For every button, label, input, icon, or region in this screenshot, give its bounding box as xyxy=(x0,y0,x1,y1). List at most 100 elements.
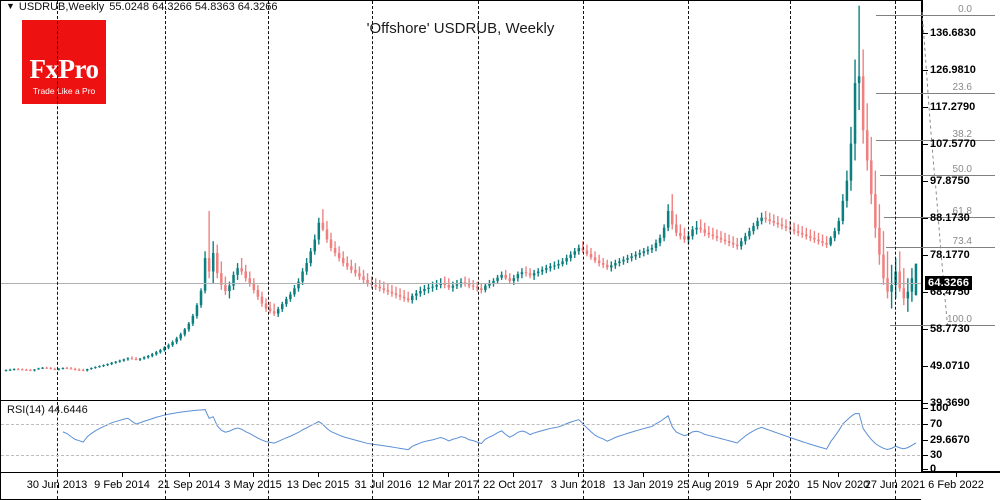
candle-body xyxy=(796,231,800,233)
candle-body xyxy=(670,210,674,225)
candle-body xyxy=(151,354,154,356)
candle-body xyxy=(374,284,377,287)
gridline-r-8 xyxy=(895,402,896,472)
candle-body xyxy=(861,76,865,131)
date-axis-label: 3 Jun 2018 xyxy=(550,479,606,491)
candle-body xyxy=(427,287,430,289)
candle-body xyxy=(902,288,906,299)
price-chart-pane[interactable] xyxy=(0,0,921,401)
triangle-down-icon[interactable]: ▼ xyxy=(6,1,15,11)
fib-label-50.0: 50.0 xyxy=(952,164,972,175)
candle-body xyxy=(480,288,483,291)
date-tick-12 xyxy=(838,473,839,477)
price-tick-3 xyxy=(923,144,928,145)
candle-body xyxy=(130,358,134,360)
candle-body xyxy=(439,283,442,285)
gridline-p-5 xyxy=(583,1,584,400)
candle-body xyxy=(33,369,36,371)
candle-body xyxy=(183,329,187,335)
candle-body xyxy=(500,274,503,278)
candle-body xyxy=(630,256,633,259)
symbol-header[interactable]: ▼ USDRUB,Weekly 55.0248 64.3266 54.8363 64… xyxy=(6,1,278,13)
rsi-tick-0 xyxy=(923,408,928,409)
candle-body xyxy=(626,258,629,260)
fib-line-100.0[interactable] xyxy=(920,325,995,326)
candle-body xyxy=(821,241,824,243)
rsi-indicator-pane[interactable] xyxy=(0,401,921,473)
candle-body xyxy=(463,282,467,284)
candle-body xyxy=(301,271,304,282)
candle-body xyxy=(110,362,113,365)
candle-body xyxy=(90,368,93,370)
candle-body xyxy=(57,368,61,370)
candle-body xyxy=(809,236,812,238)
candle-body xyxy=(561,261,564,265)
candle-body xyxy=(126,358,130,360)
candle-body xyxy=(179,334,182,339)
current-price-level-line xyxy=(1,283,921,284)
gridline-r-0 xyxy=(57,402,58,472)
candle-body xyxy=(695,227,698,230)
candle-body xyxy=(358,273,361,277)
gridline-p-0 xyxy=(57,1,58,400)
candle-body xyxy=(86,369,89,371)
candle-body xyxy=(419,291,422,294)
fib-line-0.0[interactable] xyxy=(920,15,995,16)
candle-body xyxy=(496,277,499,281)
gridline-p-1 xyxy=(165,1,166,400)
candle-body xyxy=(557,264,560,266)
gridline-d-3 xyxy=(372,474,373,499)
rsi-line-series xyxy=(62,409,917,451)
candle-body xyxy=(545,268,548,270)
date-tick-5 xyxy=(383,473,384,477)
fib-line-61.8[interactable] xyxy=(920,217,995,218)
fib-line-ext-100.0 xyxy=(890,325,921,326)
fib-line-ext-38.2 xyxy=(876,140,921,141)
candle-body xyxy=(346,263,349,267)
fib-line-38.2[interactable] xyxy=(920,140,995,141)
gridline-d-7 xyxy=(790,474,791,499)
candle-body xyxy=(260,296,264,304)
candle-body xyxy=(398,295,402,297)
candle-body xyxy=(406,298,410,301)
fib-line-73.4[interactable] xyxy=(920,247,995,248)
date-axis-label: 13 Dec 2015 xyxy=(286,479,350,491)
rsi-tick-2 xyxy=(923,455,928,456)
gridline-p-2 xyxy=(268,1,269,400)
candle-body xyxy=(114,361,117,363)
rsi-band-30 xyxy=(1,455,920,456)
candle-body xyxy=(597,260,601,264)
candle-body xyxy=(829,237,832,245)
gridline-d-8 xyxy=(895,474,896,499)
candle-body xyxy=(573,251,576,255)
candle-body xyxy=(731,242,735,245)
date-tick-7 xyxy=(513,473,514,477)
rsi-label: RSI(14) 44.6446 xyxy=(7,404,88,416)
gridline-d-1 xyxy=(165,474,166,499)
candle-body xyxy=(410,295,414,301)
candle-body xyxy=(865,130,869,161)
candle-body xyxy=(605,264,609,268)
fib-line-23.6[interactable] xyxy=(920,93,995,94)
price-axis: 136.6830 126.9810 117.2790 107.5770 97.8750 8… xyxy=(923,0,1000,446)
candle-body xyxy=(216,253,219,274)
candle-body xyxy=(276,309,280,314)
candle-body xyxy=(524,272,528,274)
gridline-r-4 xyxy=(478,402,479,472)
price-tick-4 xyxy=(923,181,928,182)
candle-body xyxy=(325,229,329,240)
price-axis-label: 88.1730 xyxy=(930,212,970,224)
candle-body xyxy=(581,247,585,251)
gridline-r-7 xyxy=(790,402,791,472)
fib-line-50.0[interactable] xyxy=(920,175,995,176)
candle-body xyxy=(870,160,873,195)
candle-body xyxy=(45,367,48,369)
candle-body xyxy=(634,254,637,257)
candle-body xyxy=(874,194,877,228)
candle-body xyxy=(658,237,662,243)
candle-body xyxy=(492,280,495,284)
fib-line-ext-73.4 xyxy=(886,247,921,248)
date-axis-label: 22 Oct 2017 xyxy=(483,479,543,491)
candle-body xyxy=(199,290,203,306)
